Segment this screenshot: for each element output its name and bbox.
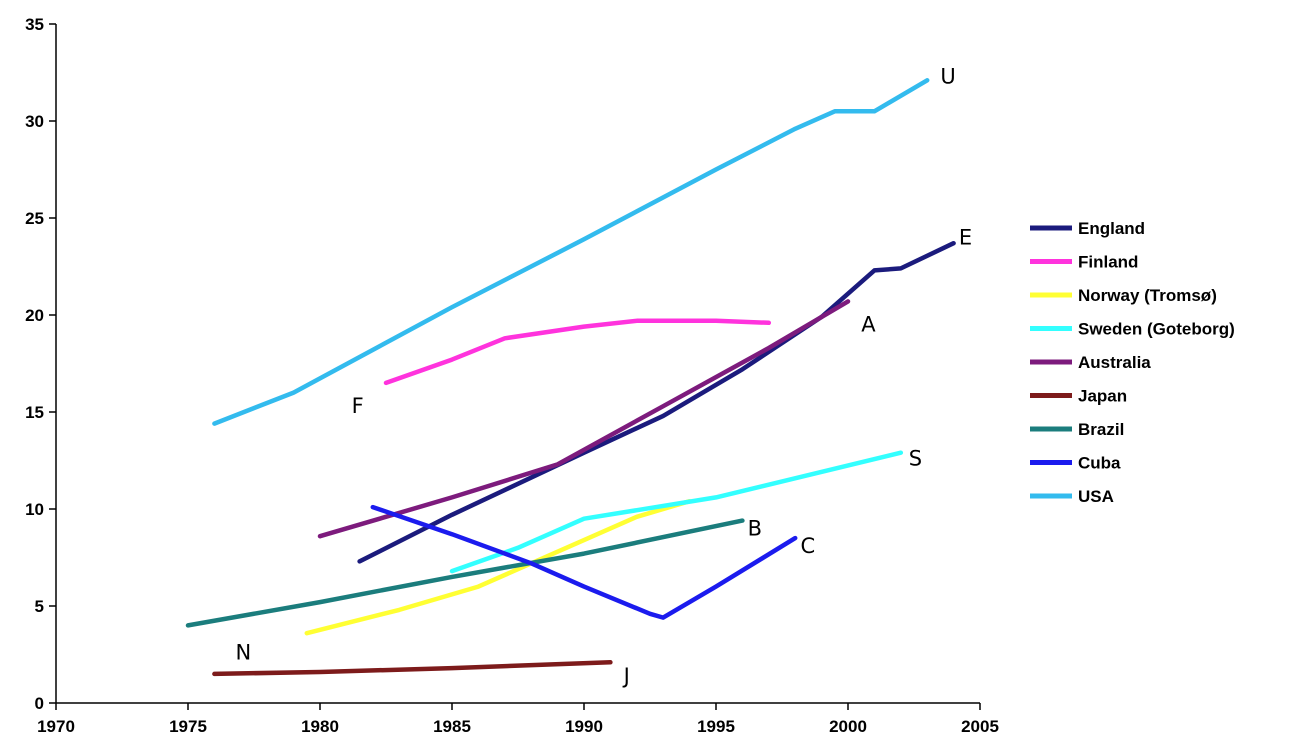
y-tick-label: 0 xyxy=(35,694,44,713)
series-line-usa xyxy=(212,78,930,426)
series-line-cuba xyxy=(370,504,798,620)
end-labels: U E A F S B C N J xyxy=(236,64,973,687)
y-tick-label: 20 xyxy=(25,306,44,325)
series-end-label: A xyxy=(861,313,876,337)
x-tick-label: 1985 xyxy=(433,717,471,736)
x-tick-label: 1990 xyxy=(565,717,603,736)
legend-label-finland: Finland xyxy=(1078,253,1138,272)
legend-label-usa: USA xyxy=(1078,487,1114,506)
legend-label-australia: Australia xyxy=(1078,353,1151,372)
series-end-label: F xyxy=(352,394,364,418)
y-tick-label: 5 xyxy=(35,597,44,616)
y-tick-label: 10 xyxy=(25,500,44,519)
series-end-label: E xyxy=(959,225,972,249)
legend-label-cuba: Cuba xyxy=(1078,454,1121,473)
series-line-finland xyxy=(383,318,772,386)
series-line-sweden-goteborg xyxy=(449,450,904,574)
y-tick-label: 30 xyxy=(25,112,44,131)
legend-label-japan: Japan xyxy=(1078,387,1127,406)
series-line-england xyxy=(357,240,956,564)
legend-label-brazil: Brazil xyxy=(1078,420,1124,439)
legend-label-norway-troms: Norway (Tromsø) xyxy=(1078,286,1217,305)
series-end-label: J xyxy=(622,664,630,688)
series-line-japan xyxy=(212,660,613,677)
legend: England Finland Norway (Tromsø) Sweden (Got… xyxy=(1030,219,1235,506)
series-line-australia xyxy=(317,299,851,539)
series-end-label: S xyxy=(909,447,922,471)
x-tick-label: 2000 xyxy=(829,717,867,736)
x-tick-label: 2005 xyxy=(961,717,999,736)
legend-label-england: England xyxy=(1078,219,1145,238)
series-end-label: N xyxy=(236,641,252,665)
series-end-label: B xyxy=(748,516,762,540)
x-tick-label: 1980 xyxy=(301,717,339,736)
y-tick-label: 35 xyxy=(25,15,44,34)
x-tick-label: 1970 xyxy=(37,717,75,736)
series-end-label: C xyxy=(800,534,815,558)
series-line-brazil xyxy=(185,518,745,628)
series-end-label: U xyxy=(940,64,955,88)
y-tick-label: 25 xyxy=(25,209,44,228)
series-line-norway-troms xyxy=(304,498,692,636)
x-tick-label: 1995 xyxy=(697,717,735,736)
x-tick-label: 1975 xyxy=(169,717,207,736)
axes: 0 5 10 15 20 25 30 35 1970 1975 1980 1985 1990 1995 20… xyxy=(25,15,999,736)
y-tick-label: 15 xyxy=(25,403,44,422)
legend-label-sweden-goteborg: Sweden (Goteborg) xyxy=(1078,320,1235,339)
series-lines xyxy=(185,78,956,677)
